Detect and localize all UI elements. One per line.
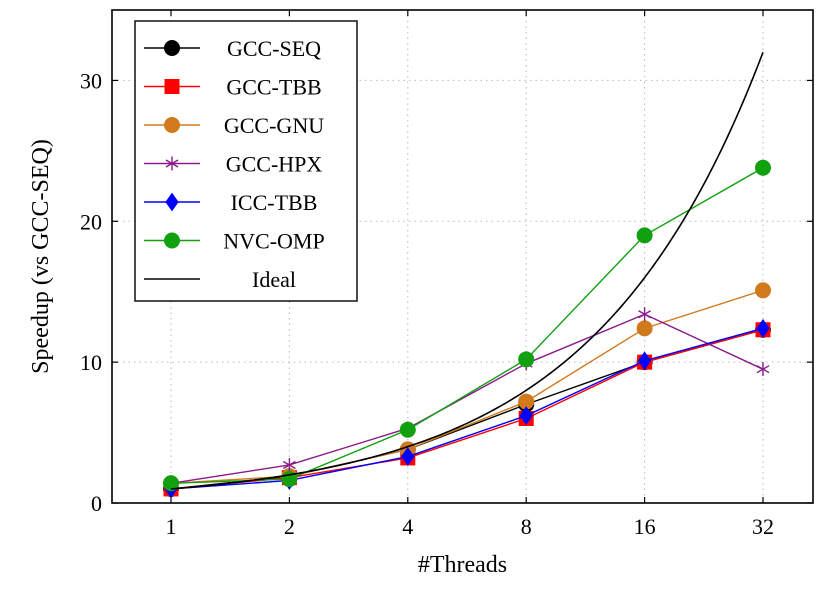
legend-label: ICC-TBB xyxy=(231,190,318,215)
legend-item-ideal: Ideal xyxy=(144,267,296,292)
series-line-gcc-tbb xyxy=(170,329,764,490)
series-layer xyxy=(163,51,771,499)
plot-frame xyxy=(111,9,814,504)
legend-item-icc-tbb: ICC-TBB xyxy=(144,190,317,215)
x-tick-label: 4 xyxy=(402,514,413,539)
point-gcc-hpx xyxy=(756,362,770,377)
legend-label: Ideal xyxy=(252,267,296,292)
y-tick-label: 10 xyxy=(80,350,102,375)
series-gcc-gnu xyxy=(163,282,771,492)
y-tick-label: 0 xyxy=(91,491,102,516)
x-axis-label: #Threads xyxy=(418,552,507,578)
series-line-gcc-hpx xyxy=(170,313,764,484)
point-icc-tbb xyxy=(519,406,533,426)
point-gcc-gnu xyxy=(755,282,771,299)
legend-item-gcc-hpx: GCC-HPX xyxy=(144,152,322,177)
axis-ticks: 1 2 4 8 16 32 0 10 20 30 xyxy=(80,10,813,539)
y-axis-label: Speedup (vs GCC-SEQ) xyxy=(28,139,54,374)
series-line-ideal xyxy=(170,51,764,490)
series-line-nvc-omp xyxy=(170,167,764,484)
x-tick-label: 1 xyxy=(166,514,177,539)
point-nvc-omp xyxy=(518,351,535,368)
point-icc-tbb xyxy=(756,318,770,338)
x-tick-label: 8 xyxy=(521,514,532,539)
legend-label: GCC-GNU xyxy=(224,113,324,138)
series-ideal xyxy=(170,51,764,490)
legend-marker xyxy=(164,40,180,56)
series-gcc-hpx xyxy=(164,307,770,491)
legend-marker xyxy=(164,79,180,94)
series-nvc-omp xyxy=(163,159,771,492)
point-nvc-omp xyxy=(163,475,179,492)
point-nvc-omp xyxy=(636,227,653,244)
legend-item-gcc-tbb: GCC-TBB xyxy=(144,75,322,100)
x-tick-label: 32 xyxy=(752,514,774,539)
legend-label: GCC-SEQ xyxy=(227,36,321,61)
series-line-icc-tbb xyxy=(170,327,764,490)
x-tick-label: 2 xyxy=(284,514,295,539)
point-nvc-omp xyxy=(755,159,771,176)
point-icc-tbb xyxy=(401,447,415,466)
series-line-gcc-gnu xyxy=(170,289,764,484)
legend-label: GCC-HPX xyxy=(226,152,323,177)
point-gcc-hpx xyxy=(638,307,652,322)
legend-item-gcc-seq: GCC-SEQ xyxy=(144,36,321,61)
legend-item-gcc-gnu: GCC-GNU xyxy=(144,113,324,138)
legend: GCC-SEQ GCC-TBB GCC-GNU GCC-HPX ICC-TBB NVC-O… xyxy=(134,20,358,302)
point-gcc-hpx xyxy=(282,457,296,472)
legend-label: NVC-OMP xyxy=(223,229,324,254)
point-nvc-omp xyxy=(399,421,416,438)
point-icc-tbb xyxy=(637,351,652,371)
legend-label: GCC-TBB xyxy=(226,75,321,100)
y-tick-label: 20 xyxy=(80,209,102,234)
legend-marker xyxy=(164,232,180,249)
legend-marker xyxy=(165,192,179,212)
y-tick-label: 30 xyxy=(80,68,102,93)
legend-item-nvc-omp: NVC-OMP xyxy=(144,229,325,254)
point-gcc-gnu xyxy=(636,320,653,337)
x-tick-label: 16 xyxy=(634,514,656,539)
legend-marker xyxy=(165,156,179,171)
legend-marker xyxy=(164,117,180,133)
